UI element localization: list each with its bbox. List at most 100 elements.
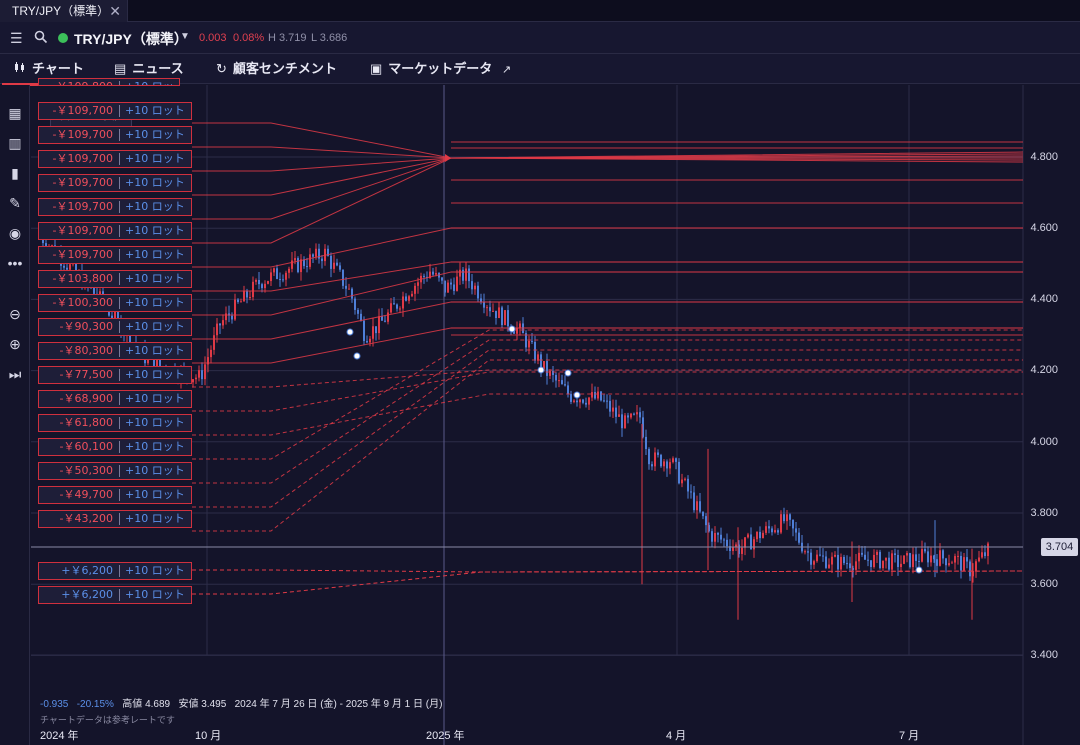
order-row[interactable]: +￥6,200 +10 ロット bbox=[38, 562, 192, 580]
order-row[interactable]: -￥43,200 +10 ロット bbox=[38, 510, 192, 528]
order-row[interactable]: -￥80,300 +10 ロット bbox=[38, 342, 192, 360]
candle-body bbox=[360, 313, 362, 321]
order-lot: +10 ロット bbox=[125, 488, 185, 501]
candle-body bbox=[378, 316, 380, 334]
order-row[interactable]: -￥109,700 +10 ロット bbox=[38, 174, 192, 192]
candle-body bbox=[678, 461, 680, 484]
anchor-arrow-icon bbox=[445, 154, 451, 162]
candle-body bbox=[666, 461, 668, 469]
order-line bbox=[192, 227, 1023, 268]
candle-body bbox=[600, 391, 602, 401]
candle-body bbox=[390, 303, 392, 313]
order-amount: -￥109,700 bbox=[52, 248, 113, 261]
external-link-icon: ↗ bbox=[501, 64, 512, 76]
candle-body bbox=[858, 552, 860, 562]
order-divider bbox=[119, 589, 120, 601]
candle-body bbox=[345, 285, 347, 289]
execution-marker bbox=[508, 325, 516, 333]
search-icon[interactable] bbox=[34, 30, 48, 47]
nav-tabs: チャート ▤ ニュース ↻ 顧客センチメント ▣ マーケットデータ ↗ bbox=[0, 54, 1080, 86]
order-row[interactable]: -￥77,500 +10 ロット bbox=[38, 366, 192, 384]
zoom-in-icon[interactable]: ⊕ bbox=[9, 336, 21, 352]
order-amount: +￥6,200 bbox=[61, 564, 113, 577]
candle-body bbox=[279, 278, 281, 280]
window-tab-title: TRY/JPY（標準） bbox=[12, 4, 110, 18]
window-tab[interactable]: TRY/JPY（標準） ✕ bbox=[0, 0, 128, 22]
candle-body bbox=[225, 313, 227, 321]
time-axis-label: 4 月 bbox=[666, 730, 687, 742]
candle-body bbox=[216, 323, 218, 336]
candle-body bbox=[630, 413, 632, 418]
candle-body bbox=[774, 530, 776, 533]
candle-body bbox=[201, 370, 203, 380]
candle-body bbox=[210, 349, 212, 358]
pencil-icon[interactable]: ✎ bbox=[9, 195, 21, 211]
tab-sentiment[interactable]: ↻ 顧客センチメント bbox=[216, 54, 337, 84]
candle-body bbox=[558, 380, 560, 382]
order-row[interactable]: -￥68,900 +10 ロット bbox=[38, 390, 192, 408]
calendar-icon[interactable]: ▦ bbox=[8, 105, 22, 121]
order-row[interactable]: -￥109,700 +10 ロット bbox=[38, 102, 192, 120]
report-icon[interactable]: ▥ bbox=[8, 135, 22, 151]
order-row[interactable]: -￥103,800 +10 ロット bbox=[38, 270, 192, 288]
skip-to-end-icon[interactable]: ⏭ bbox=[8, 366, 22, 382]
candle-body bbox=[453, 284, 455, 291]
price-chart[interactable] bbox=[31, 85, 1080, 745]
candle-body bbox=[339, 265, 341, 270]
menu-icon[interactable]: ☰ bbox=[10, 30, 23, 46]
symbol-selector[interactable]: TRY/JPY（標準） bbox=[74, 31, 188, 47]
order-row[interactable]: +￥6,200 +10 ロット bbox=[38, 586, 192, 604]
zoom-out-icon[interactable]: ⊖ bbox=[9, 306, 21, 322]
order-row[interactable]: -￥49,700 +10 ロット bbox=[38, 486, 192, 504]
candle-body bbox=[906, 553, 908, 556]
candle-body bbox=[975, 561, 977, 571]
tab-news[interactable]: ▤ ニュース bbox=[114, 54, 184, 84]
order-row[interactable]: -￥60,100 +10 ロット bbox=[38, 438, 192, 456]
order-row[interactable]: -￥90,300 +10 ロット bbox=[38, 318, 192, 336]
candle-body bbox=[921, 549, 923, 562]
order-lot: +10 ロット bbox=[125, 128, 185, 141]
price-axis-label: 4.000 bbox=[1030, 436, 1058, 448]
close-icon[interactable]: ✕ bbox=[109, 3, 121, 19]
bar-chart-icon[interactable]: ▮ bbox=[11, 165, 19, 181]
order-row[interactable]: -￥109,800 +10 ロット bbox=[38, 78, 180, 86]
candle-body bbox=[519, 323, 521, 328]
chart-canvas[interactable] bbox=[31, 85, 1080, 745]
order-row[interactable]: -￥109,700 +10 ロット bbox=[38, 198, 192, 216]
tab-market-data[interactable]: ▣ マーケットデータ ↗ bbox=[370, 54, 517, 84]
candle-body bbox=[234, 299, 236, 320]
candle-body bbox=[411, 293, 413, 297]
order-row[interactable]: -￥109,700 +10 ロット bbox=[38, 126, 192, 144]
candle-body bbox=[621, 414, 623, 429]
candle-body bbox=[654, 452, 656, 467]
eye-icon[interactable]: ◉ bbox=[8, 225, 22, 241]
tab-news-label: ニュース bbox=[132, 61, 184, 76]
candle-body bbox=[936, 559, 938, 566]
order-row[interactable]: -￥109,700 +10 ロット bbox=[38, 222, 192, 240]
order-amount: -￥49,700 bbox=[59, 488, 113, 501]
candle-body bbox=[639, 412, 641, 418]
execution-marker bbox=[346, 328, 354, 336]
order-amount: -￥109,700 bbox=[52, 152, 113, 165]
order-row[interactable]: -￥109,700 +10 ロット bbox=[38, 246, 192, 264]
candle-body bbox=[708, 525, 710, 532]
candle-body bbox=[195, 377, 197, 380]
order-amount: -￥109,700 bbox=[52, 176, 113, 189]
order-row[interactable]: -￥100,300 +10 ロット bbox=[38, 294, 192, 312]
order-row[interactable]: -￥61,800 +10 ロット bbox=[38, 414, 192, 432]
candle-body bbox=[765, 526, 767, 533]
more-icon[interactable]: ••• bbox=[7, 255, 23, 271]
execution-marker bbox=[564, 369, 572, 377]
candle-body bbox=[387, 312, 389, 322]
chevron-down-icon[interactable]: ▼ bbox=[180, 31, 190, 42]
candle-body bbox=[636, 412, 638, 415]
order-row[interactable]: -￥50,300 +10 ロット bbox=[38, 462, 192, 480]
candle-body bbox=[780, 514, 782, 533]
candle-body bbox=[684, 478, 686, 480]
candle-body bbox=[525, 333, 527, 348]
candle-body bbox=[444, 280, 446, 293]
candle-body bbox=[738, 544, 740, 554]
candle-body bbox=[357, 309, 359, 314]
candle-body bbox=[795, 528, 797, 533]
order-row[interactable]: -￥109,700 +10 ロット bbox=[38, 150, 192, 168]
